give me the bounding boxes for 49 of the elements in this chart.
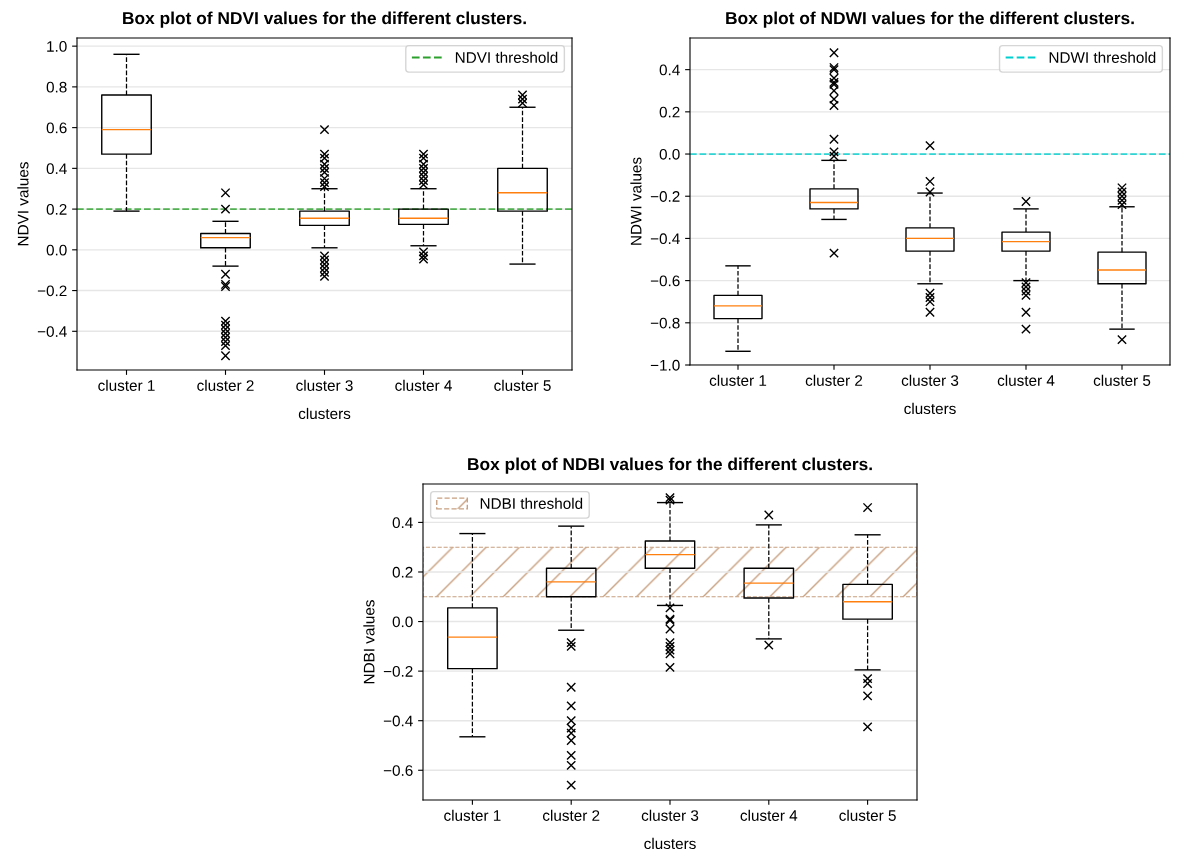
x-tick-label: cluster 3 (296, 379, 353, 391)
x-tick-label: cluster 5 (1093, 374, 1151, 386)
y-tick-label: −0.4 (37, 326, 67, 337)
chart-title: Box plot of NDVI values for the different clusters. (123, 11, 526, 28)
x-tick-label: cluster 1 (98, 379, 155, 391)
x-tick-label: cluster 2 (542, 809, 600, 821)
y-tick-label: 0.0 (46, 244, 67, 256)
y-tick-label: 0.4 (46, 163, 67, 175)
y-tick-label: 0.0 (659, 148, 680, 160)
y-tick-label: −1.0 (650, 359, 680, 371)
y-tick-label: 0.2 (659, 106, 680, 118)
x-axis-title: clusters (298, 407, 351, 420)
y-tick-label: 0.2 (392, 566, 413, 578)
y-axis-title: NDVI values (17, 162, 29, 246)
y-tick-label: 0.0 (392, 616, 413, 628)
y-tick-label: 0.8 (46, 81, 67, 93)
y-tick-label: 0.4 (392, 517, 413, 529)
y-tick-label: −0.4 (650, 233, 680, 245)
chart-title: Box plot of NDBI values for the different clusters. (468, 457, 872, 474)
x-tick-label: cluster 4 (395, 379, 452, 391)
legend-label: NDWI threshold (1049, 51, 1156, 63)
y-tick-label: 0.2 (46, 203, 67, 215)
y-tick-label: −0.6 (650, 275, 680, 287)
x-tick-label: cluster 4 (740, 809, 798, 821)
x-tick-label: cluster 3 (901, 374, 959, 386)
x-tick-label: cluster 2 (197, 379, 254, 391)
y-axis-title: NDWI values (630, 157, 642, 245)
x-tick-label: cluster 5 (839, 809, 896, 821)
y-tick-label: −0.4 (383, 715, 413, 727)
legend-label: NDBI threshold (480, 497, 583, 509)
legend-label: NDVI threshold (455, 51, 558, 63)
x-tick-label: cluster 2 (805, 374, 863, 386)
y-tick-label: −0.6 (383, 765, 413, 776)
y-tick-label: −0.8 (650, 317, 680, 329)
x-tick-label: cluster 1 (709, 374, 767, 386)
x-tick-label: cluster 3 (641, 809, 699, 821)
x-axis-title: clusters (904, 402, 956, 415)
y-tick-label: −0.2 (650, 191, 680, 202)
y-tick-label: −0.2 (37, 285, 67, 297)
x-axis-title: clusters (644, 837, 696, 850)
x-tick-label: cluster 5 (494, 379, 551, 391)
y-tick-label: 1.0 (47, 41, 67, 52)
y-axis-title: NDBI values (363, 600, 375, 684)
x-tick-label: cluster 1 (444, 809, 501, 821)
y-tick-label: −0.2 (383, 665, 413, 677)
y-tick-label: 0.6 (46, 122, 67, 134)
chart-title: Box plot of NDWI values for the different clusters. (726, 11, 1134, 28)
x-tick-label: cluster 4 (997, 374, 1055, 386)
y-tick-label: 0.4 (659, 64, 680, 76)
